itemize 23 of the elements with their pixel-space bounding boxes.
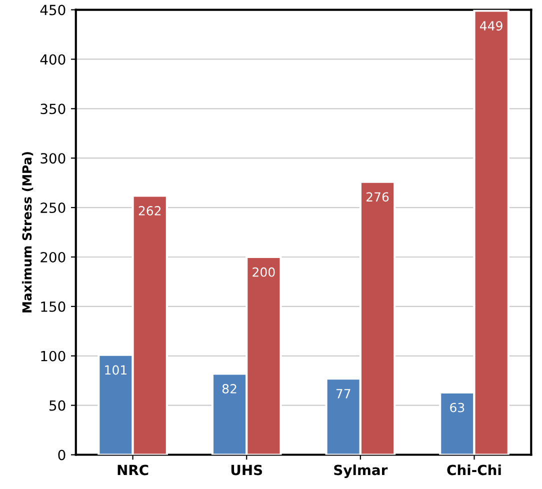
y-tick-label: 300 — [40, 153, 66, 164]
y-tick-label: 50 — [50, 400, 66, 411]
y-tick-label: 450 — [40, 4, 66, 16]
data-label: 449 — [480, 21, 502, 31]
data-label: 101 — [105, 365, 126, 375]
data-label: 77 — [336, 389, 350, 398]
x-tick-label: Sylmar — [334, 464, 388, 478]
data-label: 276 — [366, 192, 389, 202]
y-tick-label: 0 — [58, 450, 66, 460]
y-tick-label: 100 — [41, 350, 66, 362]
x-tick-label: NRC — [118, 464, 148, 476]
data-label: 82 — [222, 384, 236, 394]
y-axis-title: Maximum Stress (MPa) — [22, 152, 34, 312]
x-tick-label: Chi-Chi — [447, 464, 501, 476]
data-label: 200 — [252, 267, 275, 277]
x-tick-label: UHS — [231, 464, 262, 476]
y-tick-label: 350 — [40, 104, 66, 114]
y-tick-label: 400 — [40, 54, 66, 65]
y-tick-label: 200 — [40, 252, 66, 262]
y-tick-label: 250 — [40, 202, 66, 214]
data-label: 262 — [138, 206, 161, 216]
data-label: 63 — [450, 402, 464, 412]
y-tick-label: 150 — [41, 301, 66, 312]
